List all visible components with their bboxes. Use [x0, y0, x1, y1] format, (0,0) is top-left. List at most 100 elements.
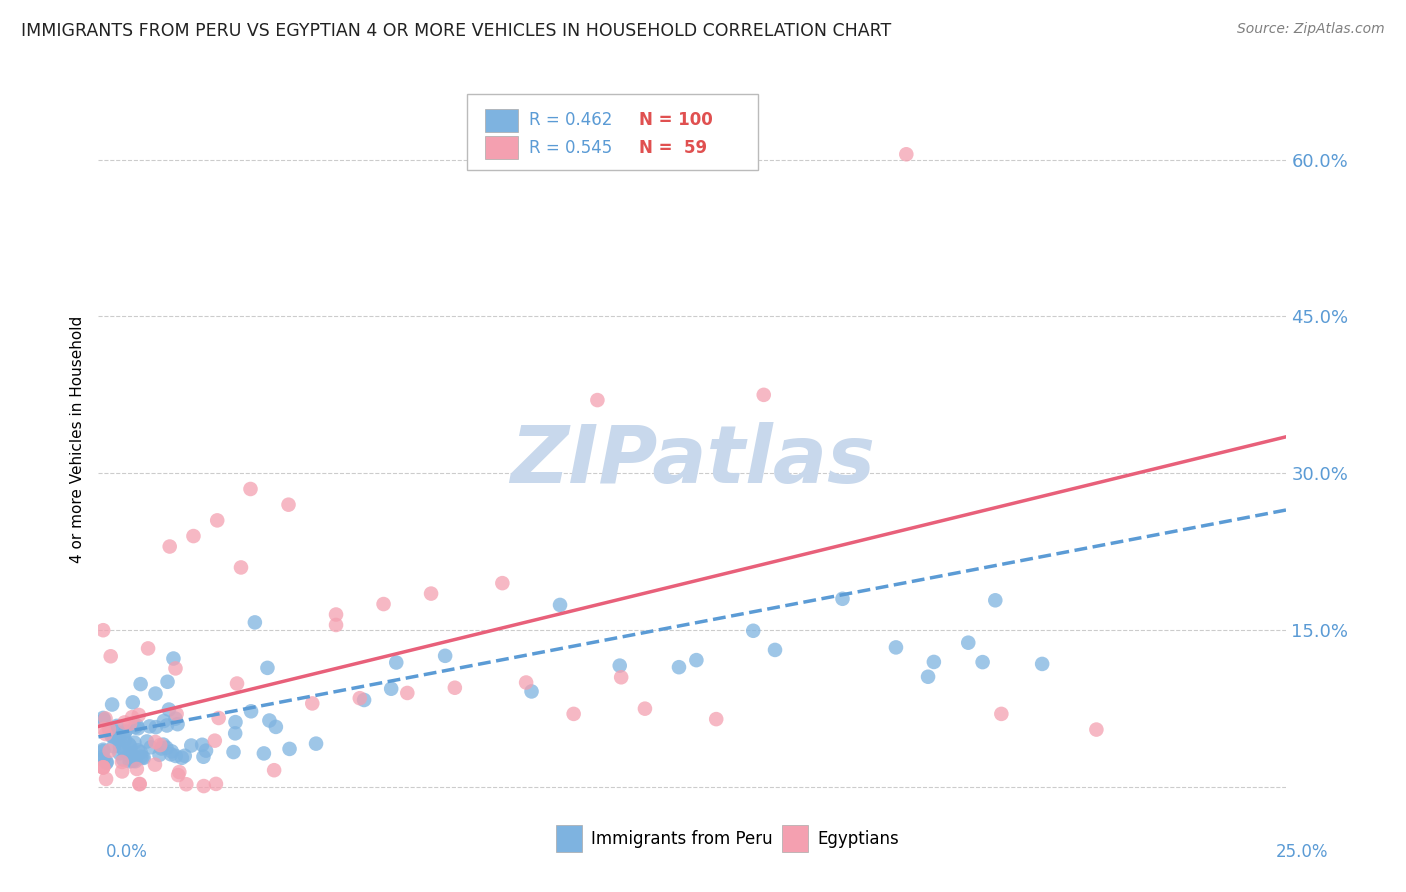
Point	[93, 722, 115, 736]
Point	[124, 736, 146, 750]
Point	[120, 746, 142, 760]
Point	[120, 739, 142, 753]
Point	[125, 762, 148, 776]
Point	[160, 744, 183, 758]
Point	[100, 649, 122, 664]
Point	[98, 722, 121, 736]
Point	[124, 720, 146, 734]
Point	[704, 712, 727, 726]
Point	[434, 648, 457, 663]
Point	[896, 147, 918, 161]
Point	[157, 702, 180, 716]
Point	[91, 753, 114, 767]
Point	[122, 753, 145, 767]
Point	[305, 737, 328, 751]
Point	[562, 706, 585, 721]
Point	[121, 695, 143, 709]
Point	[114, 732, 136, 747]
Point	[685, 653, 707, 667]
Point	[380, 681, 402, 696]
Point	[91, 749, 114, 764]
Point	[94, 727, 117, 741]
Point	[108, 739, 131, 754]
Point	[138, 719, 160, 733]
Point	[278, 742, 301, 756]
Point	[972, 655, 994, 669]
Point	[243, 615, 266, 630]
Point	[120, 716, 142, 731]
Point	[763, 643, 786, 657]
Point	[957, 635, 980, 649]
Point	[373, 597, 395, 611]
Point	[170, 751, 193, 765]
Text: 0.0%: 0.0%	[105, 843, 148, 861]
Point	[127, 743, 149, 757]
Point	[101, 698, 124, 712]
Point	[165, 712, 187, 726]
Point	[128, 777, 150, 791]
Point	[103, 739, 125, 754]
Point	[122, 752, 145, 766]
Point	[224, 726, 246, 740]
Point	[191, 738, 214, 752]
Point	[165, 748, 187, 763]
Point	[136, 641, 159, 656]
Point	[1031, 657, 1053, 671]
Point	[112, 744, 135, 758]
Point	[96, 756, 118, 770]
Point	[183, 529, 205, 543]
Text: R = 0.545: R = 0.545	[529, 139, 612, 157]
Point	[167, 768, 190, 782]
Text: Source: ZipAtlas.com: Source: ZipAtlas.com	[1237, 22, 1385, 37]
Point	[121, 754, 143, 768]
Text: Immigrants from Peru: Immigrants from Peru	[592, 830, 773, 848]
Point	[609, 658, 631, 673]
Point	[325, 607, 347, 622]
Point	[96, 755, 118, 769]
Point	[229, 560, 252, 574]
FancyBboxPatch shape	[555, 824, 582, 852]
Point	[193, 749, 215, 764]
Point	[143, 757, 166, 772]
Point	[111, 764, 134, 779]
Point	[114, 725, 136, 739]
Text: Egyptians: Egyptians	[817, 830, 898, 848]
Point	[420, 586, 443, 600]
Point	[752, 388, 775, 402]
Point	[385, 656, 408, 670]
Point	[301, 697, 323, 711]
Point	[256, 661, 278, 675]
Point	[159, 540, 181, 554]
Point	[111, 755, 134, 769]
Point	[103, 730, 125, 744]
Point	[124, 754, 146, 768]
FancyBboxPatch shape	[485, 109, 517, 132]
Point	[148, 747, 170, 762]
Point	[129, 749, 152, 764]
Point	[94, 772, 117, 786]
Text: N =  59: N = 59	[638, 139, 707, 157]
Point	[108, 732, 131, 747]
Point	[91, 761, 114, 775]
Point	[884, 640, 907, 655]
Point	[155, 740, 177, 755]
Point	[917, 670, 939, 684]
Point	[226, 676, 249, 690]
Point	[990, 706, 1012, 721]
Point	[125, 718, 148, 732]
Y-axis label: 4 or more Vehicles in Household: 4 or more Vehicles in Household	[69, 316, 84, 563]
Point	[444, 681, 467, 695]
Point	[491, 576, 513, 591]
Point	[193, 779, 215, 793]
Text: IMMIGRANTS FROM PERU VS EGYPTIAN 4 OR MORE VEHICLES IN HOUSEHOLD CORRELATION CHA: IMMIGRANTS FROM PERU VS EGYPTIAN 4 OR MO…	[21, 22, 891, 40]
Text: R = 0.462: R = 0.462	[529, 112, 612, 129]
Point	[91, 760, 114, 774]
Point	[396, 686, 419, 700]
Point	[831, 591, 853, 606]
Point	[91, 624, 114, 638]
Point	[984, 593, 1007, 607]
Point	[259, 714, 281, 728]
Point	[742, 624, 765, 638]
Point	[515, 675, 537, 690]
Point	[224, 715, 246, 730]
